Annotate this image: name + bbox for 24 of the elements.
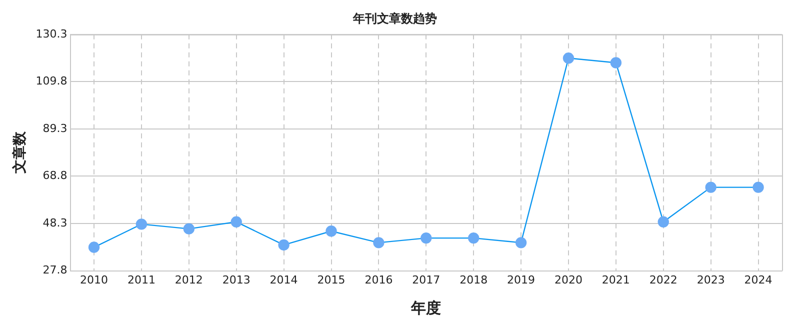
x-tick-label: 2015 [317,273,346,286]
x-tick-label: 2012 [174,273,203,286]
x-tick-label: 2018 [460,273,488,286]
x-axis-title: 年度 [410,298,442,317]
x-tick-label: 2024 [744,273,772,286]
x-tick-label: 2021 [602,273,630,286]
x-tick-label: 2022 [649,273,678,286]
y-tick-label: 89.3 [42,122,68,135]
x-tick-label: 2016 [364,273,393,286]
x-tick-label: 2014 [270,273,298,286]
chart-title: 年刊文章数趋势 [352,11,437,26]
x-tick-label: 2011 [127,273,156,286]
x-tick-label: 2017 [412,273,440,286]
y-tick-label: 27.8 [42,264,68,277]
y-tick-label: 68.8 [42,169,68,182]
y-tick-label: 109.8 [36,74,68,88]
x-tick-label: 2013 [222,273,250,286]
x-tick-label: 2010 [80,273,108,286]
y-axis-title: 文章数 [11,130,28,175]
x-tick-label: 2020 [554,273,582,286]
x-tick-label: 2019 [507,273,536,286]
y-tick-label: 130.3 [36,27,68,40]
y-tick-label: 48.3 [42,216,68,230]
x-tick-label: 2023 [696,273,725,286]
